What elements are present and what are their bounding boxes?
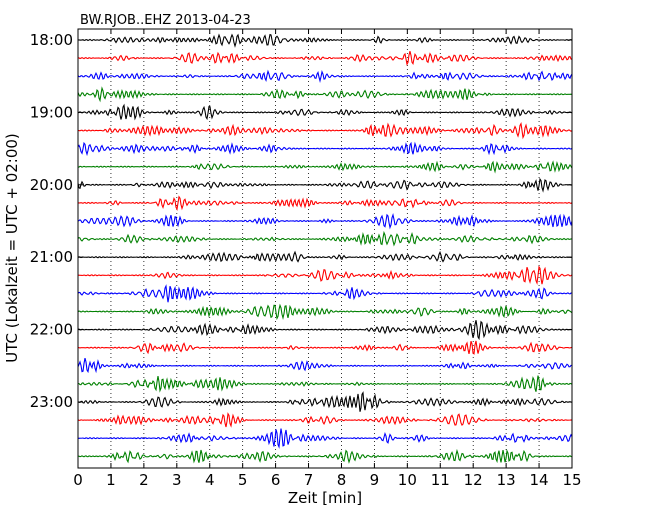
x-tick-label: 4 [205,471,215,489]
traces [77,33,573,464]
trace-18 [77,340,573,355]
hour-label: 23:00 [30,393,73,411]
trace-19 [77,357,573,374]
trace-4 [77,86,573,103]
hour-label: 21:00 [30,248,73,266]
x-tick-label: 9 [370,471,380,489]
x-tick-label: 14 [530,471,549,489]
x-axis-label: Zeit [min] [288,489,362,507]
x-tick-label: 3 [172,471,182,489]
trace-20 [77,375,573,393]
x-axis-ticks: 0 1 2 3 4 5 6 7 8 9 10 11 12 13 14 15 [73,29,582,489]
trace-12 [77,230,573,247]
trace-11 [77,212,573,230]
x-tick-label: 13 [497,471,516,489]
x-tick-label: 15 [562,471,581,489]
trace-8 [77,160,573,174]
hour-label: 20:00 [30,176,73,194]
trace-23 [77,428,573,449]
x-tick-label: 5 [238,471,248,489]
trace-5 [77,103,573,121]
trace-9 [77,177,573,193]
trace-13 [77,250,573,263]
x-tick-label: 0 [73,471,83,489]
x-tick-label: 8 [337,471,347,489]
trace-16 [77,303,573,321]
trace-22 [77,412,573,428]
chart-title: BW.RJOB..EHZ 2013-04-23 [80,13,251,28]
trace-2 [77,51,573,66]
hour-label: 22:00 [30,321,73,339]
hour-label: 19:00 [30,103,73,121]
x-tick-label: 7 [304,471,314,489]
trace-6 [77,122,573,140]
trace-14 [77,265,573,285]
plot-frame [77,28,573,469]
x-tick-label: 6 [271,471,281,489]
trace-24 [77,448,573,464]
trace-1 [77,33,573,48]
trace-21 [77,391,573,412]
x-tick-label: 2 [139,471,149,489]
x-tick-label: 1 [106,471,116,489]
trace-17 [77,320,573,341]
x-tick-label: 12 [464,471,483,489]
trace-7 [77,141,573,157]
hour-label: 18:00 [30,31,73,49]
y-axis-ticks: 18:00 19:00 20:00 21:00 22:00 23:00 [30,31,572,411]
trace-10 [77,195,573,212]
y-axis-label: UTC (Lokalzeit = UTC + 02:00) [3,133,21,363]
x-tick-label: 11 [431,471,450,489]
trace-15 [77,284,573,303]
x-tick-label: 10 [398,471,417,489]
trace-3 [77,69,573,84]
